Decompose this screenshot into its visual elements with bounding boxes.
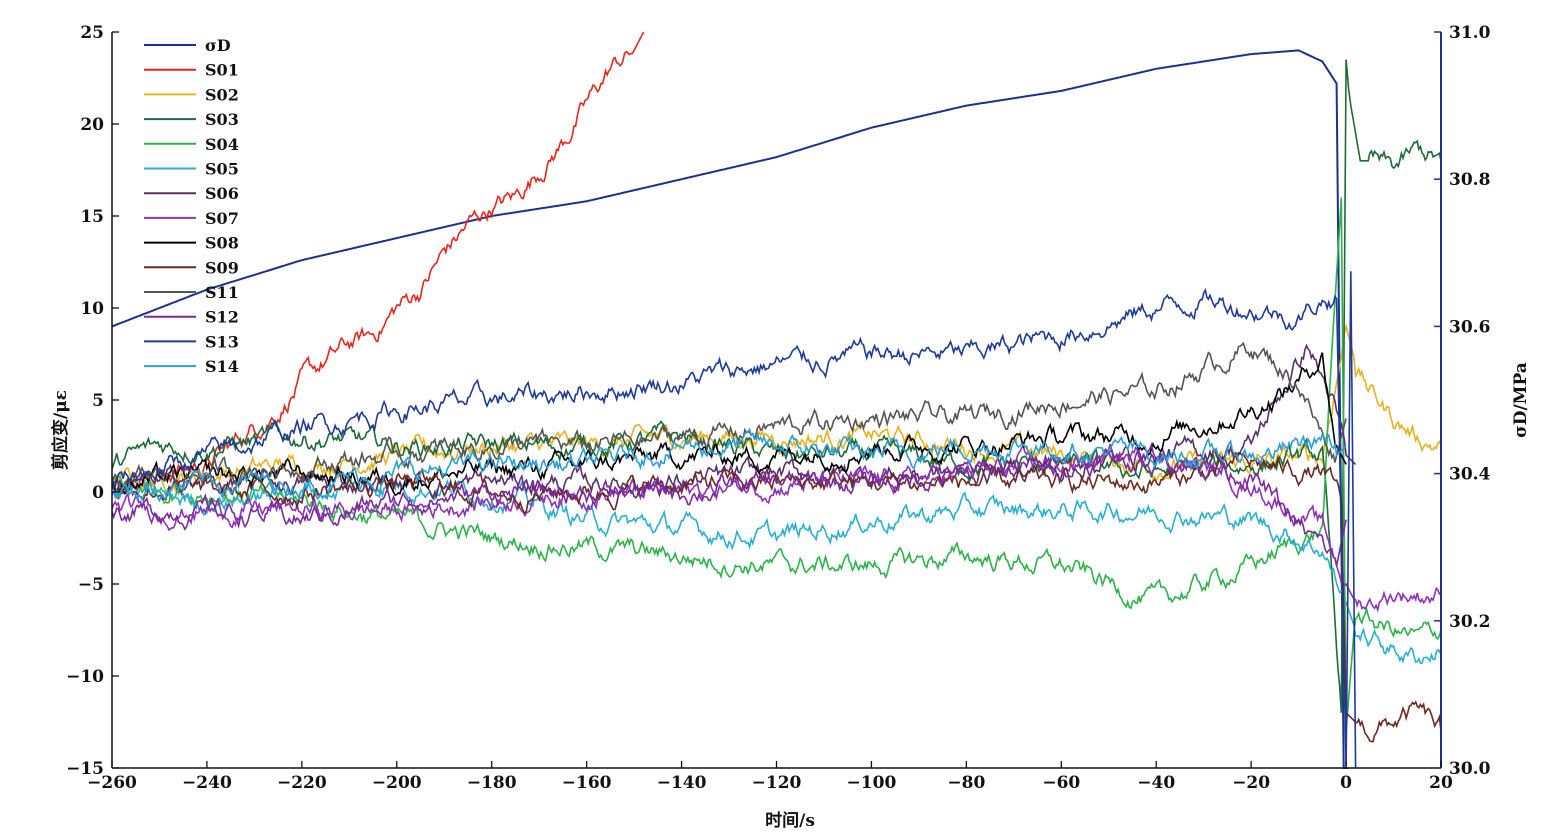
legend-label: S11 — [205, 283, 239, 302]
legend-label: σD — [205, 36, 231, 55]
legend-label: S02 — [205, 85, 239, 104]
series-line-S09 — [111, 451, 1442, 743]
x-tick-label: 20 — [1429, 773, 1453, 793]
legend-label: S12 — [205, 308, 239, 327]
y-axis-right-label: σD/MPa — [1511, 362, 1531, 438]
legend-label: S13 — [205, 332, 239, 351]
y-left-tick-label: −10 — [66, 667, 104, 687]
y-left-tick-label: 0 — [92, 483, 104, 503]
series-line-S05 — [111, 477, 1442, 665]
legend-label: S03 — [205, 110, 239, 129]
y-right-tick-label: 30.4 — [1449, 465, 1491, 485]
series-line-S03 — [111, 59, 1442, 713]
x-tick-label: −160 — [562, 773, 612, 793]
y-left-tick-label: 10 — [80, 299, 104, 319]
x-tick-label: −100 — [847, 773, 897, 793]
x-tick-label: −20 — [1232, 773, 1270, 793]
y-right-tick-label: 30.2 — [1449, 612, 1490, 632]
legend: σD S01 S02 S03 S04 S05 S06 S07 S08 S09 S11 S12 S13 S1… — [144, 36, 239, 376]
y-right-tick-label: 30.8 — [1449, 170, 1490, 190]
x-tick-label: −80 — [947, 773, 985, 793]
y-left-tick-label: 5 — [92, 391, 104, 411]
x-tick-label: 0 — [1340, 773, 1352, 793]
series-line-S04 — [111, 197, 1442, 732]
series-line-S12 — [111, 442, 1347, 566]
x-tick-label: −140 — [657, 773, 707, 793]
y-left-tick-label: 25 — [80, 23, 104, 43]
y-left-tick-label: 15 — [80, 207, 104, 227]
legend-label: S08 — [205, 234, 239, 253]
y-right-tick-label: 31.0 — [1449, 23, 1491, 43]
y-axis-left-label: 剪应变/με — [50, 390, 71, 470]
legend-label: S04 — [205, 135, 239, 154]
y-left-tick-label: −5 — [78, 575, 104, 595]
legend-label: S05 — [205, 160, 239, 179]
x-tick-label: −260 — [87, 773, 137, 793]
x-tick-label: −180 — [467, 773, 517, 793]
x-tick-label: −240 — [182, 773, 232, 793]
series-line-S14 — [111, 427, 1347, 503]
y-right-tick-label: 30.6 — [1449, 317, 1490, 337]
x-tick-label: −200 — [372, 773, 422, 793]
legend-label: S07 — [205, 209, 239, 228]
series-line-S08 — [111, 352, 1347, 497]
series-line-σD — [111, 49, 1349, 769]
legend-label: S09 — [205, 258, 239, 277]
y-right-tick-label: 30.0 — [1449, 759, 1491, 779]
series-line-S11 — [111, 341, 1347, 497]
legend-label: S01 — [205, 61, 239, 80]
series-line-S01 — [111, 31, 645, 501]
y-left-tick-label: −15 — [66, 759, 104, 779]
x-axis-label: 时间/s — [765, 810, 815, 831]
series-line-S13 — [112, 271, 1357, 769]
y-left-tick-label: 20 — [80, 115, 104, 135]
legend-label: S06 — [205, 184, 239, 203]
x-tick-label: −40 — [1137, 773, 1175, 793]
series-layer — [111, 31, 1442, 769]
axes-layer: −260 −240 −220 −200 −180 −160 −140 −120 −100 −80−… — [66, 23, 1490, 793]
x-tick-label: −60 — [1042, 773, 1080, 793]
x-tick-label: −120 — [752, 773, 802, 793]
series-line-S07 — [111, 443, 1442, 613]
x-tick-label: −220 — [277, 773, 327, 793]
legend-label: S14 — [205, 357, 239, 376]
